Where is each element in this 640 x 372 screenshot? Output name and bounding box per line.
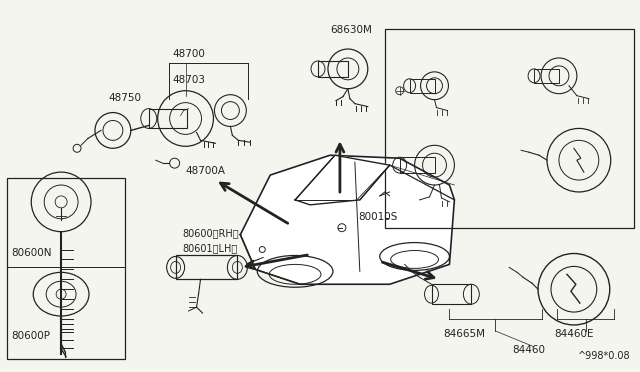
Polygon shape	[295, 155, 390, 205]
Text: 68630M: 68630M	[330, 25, 372, 35]
Text: 84665M: 84665M	[444, 329, 486, 339]
Text: 80010S: 80010S	[358, 212, 397, 222]
Bar	[318, 61, 348, 77]
Text: 80600N: 80600N	[12, 247, 52, 257]
Bar	[148, 109, 187, 128]
Text: 48750: 48750	[109, 93, 142, 103]
Polygon shape	[241, 155, 454, 284]
Text: 48700: 48700	[173, 49, 205, 59]
Text: ^998*0.08: ^998*0.08	[578, 351, 630, 361]
Text: 80600〈RH〉: 80600〈RH〉	[182, 228, 239, 238]
Text: 48703: 48703	[173, 75, 205, 85]
Text: 80601〈LH〉: 80601〈LH〉	[182, 244, 238, 254]
Bar	[175, 256, 237, 279]
Bar	[399, 157, 435, 173]
Bar	[431, 284, 471, 304]
Text: 48700A: 48700A	[186, 166, 225, 176]
Bar	[8, 178, 125, 359]
Bar	[410, 79, 435, 93]
Text: 84460E: 84460E	[554, 329, 593, 339]
Bar	[534, 69, 559, 83]
Bar	[385, 29, 634, 228]
Text: 84460: 84460	[512, 345, 545, 355]
Text: 80600P: 80600P	[12, 331, 51, 341]
